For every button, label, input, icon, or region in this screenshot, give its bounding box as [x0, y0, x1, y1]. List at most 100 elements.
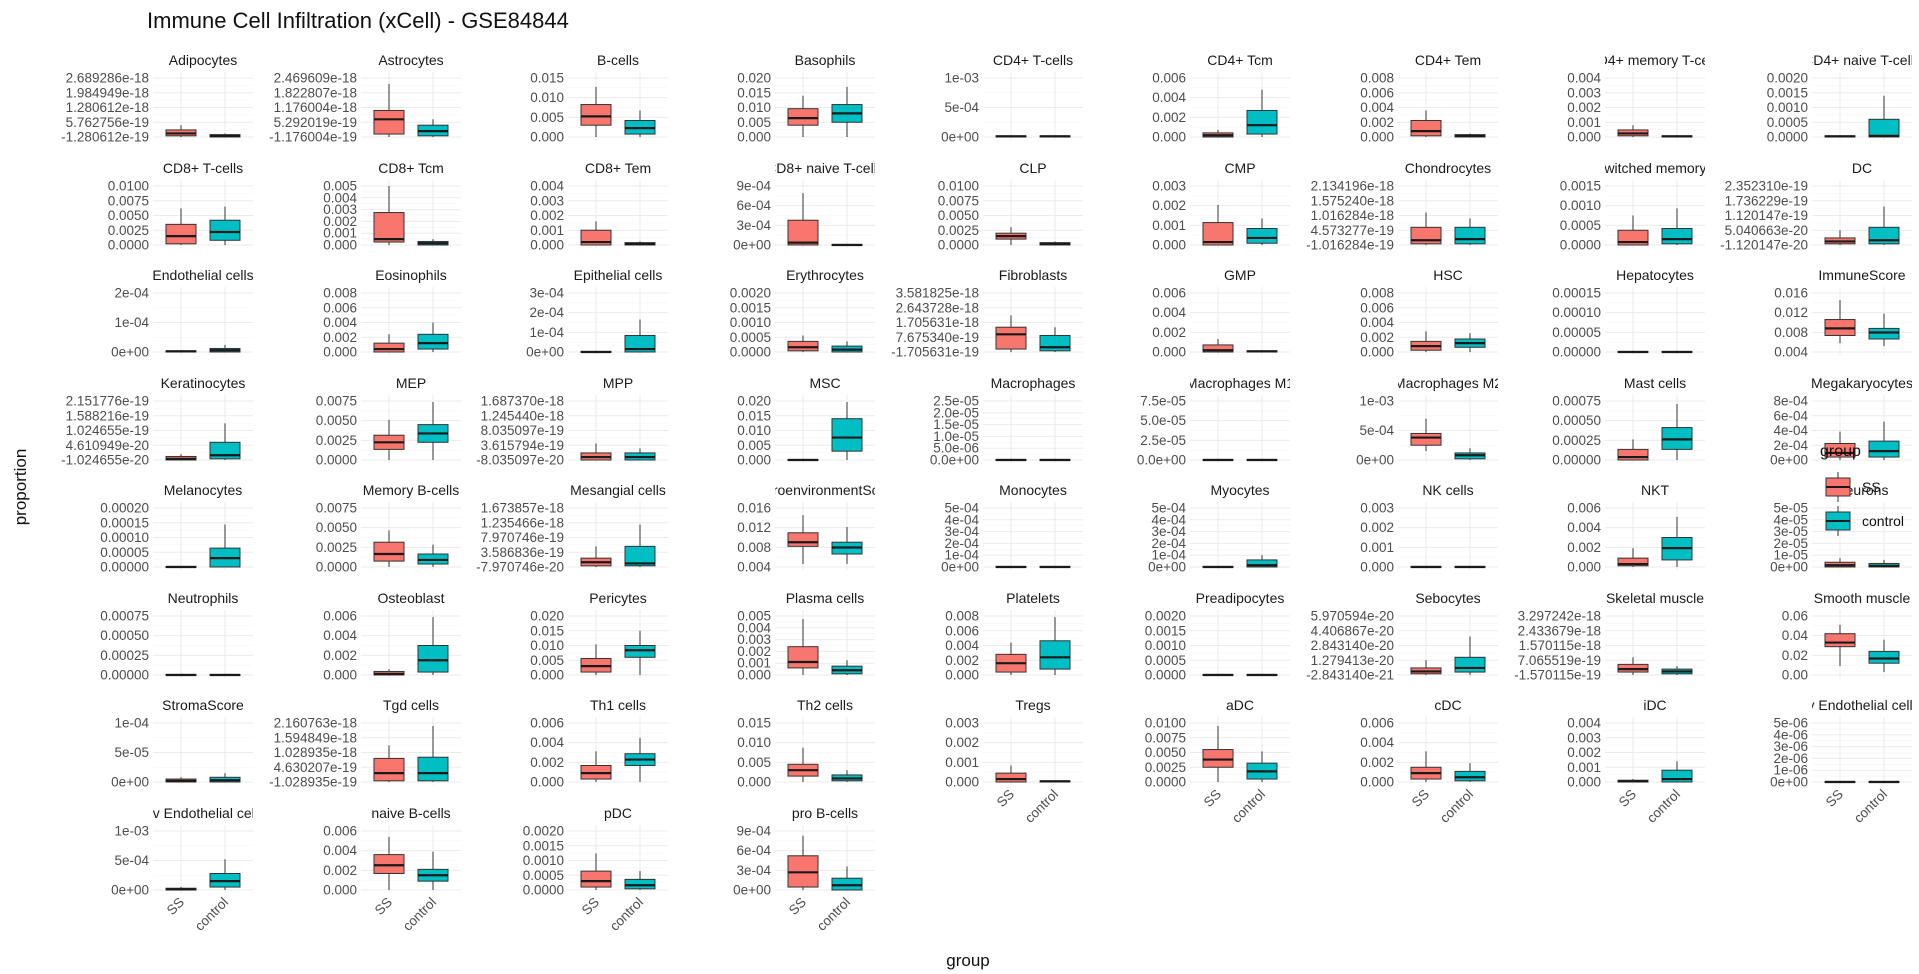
y-tick-label: 0.008	[737, 540, 771, 555]
box-ss	[580, 751, 612, 782]
box-ss	[1617, 439, 1649, 461]
strip-label: CD4+ T-cells	[993, 52, 1073, 68]
y-tick-label: 3e-04	[1151, 524, 1186, 539]
box-control	[1868, 780, 1900, 784]
y-tick-label: 0.006	[945, 623, 979, 638]
strip-label: Epithelial cells	[574, 267, 663, 283]
y-tick-label: 9e-04	[736, 179, 771, 194]
y-tick-label: 5e-04	[944, 100, 979, 115]
strip-label: Myocytes	[1210, 482, 1269, 498]
y-tick-label: 0.004	[1360, 735, 1394, 750]
strip-label: Chondrocytes	[1405, 160, 1491, 176]
y-tick-label: 0e+00	[733, 238, 771, 253]
box-control	[209, 524, 241, 568]
box-body	[580, 104, 612, 126]
y-tick-label: 0.0005	[1145, 653, 1186, 668]
y-tick-label: 0.001	[323, 226, 357, 241]
panel-chondrocytes: Chondrocytes -1.016284e-194.573277e-191.0…	[1306, 160, 1498, 253]
x-tick-label: SS	[1616, 787, 1639, 810]
y-tick-label: 0.00010	[1552, 305, 1601, 320]
y-tick-label: 0.002	[530, 208, 564, 223]
y-tick-label: 1e-04	[529, 325, 564, 340]
y-tick-label: 0.012	[737, 520, 771, 535]
y-tick-label: 0.010	[737, 423, 771, 438]
y-tick-label: 0.0000	[316, 560, 357, 575]
box-ss	[1410, 110, 1442, 137]
panel-ly-endothelial-cells: ly Endothelial cells 0e+001e-062e-063e-06…	[1770, 697, 1912, 826]
x-tick-label: control	[192, 895, 231, 934]
panel-keratinocytes: Keratinocytes-1.024655e-204.610949e-201.…	[61, 375, 253, 468]
y-tick-label: 0e+00	[1770, 560, 1808, 575]
y-tick-label: 0.0010	[730, 315, 771, 330]
box-ss	[787, 335, 819, 352]
box-body	[417, 645, 449, 673]
panel-class-switched-memory-b-cells: Class-switched memory B-cells 0.0000 0.000…	[1560, 160, 1705, 253]
strip-label: Monocytes	[999, 482, 1067, 498]
y-tick-label: 0.0000	[108, 238, 149, 253]
box-control	[417, 402, 449, 460]
y-tick-label: 0.0015	[730, 300, 771, 315]
y-tick-label: 1.120147e-19	[1725, 208, 1808, 223]
box-ss	[1202, 204, 1234, 246]
box-body	[624, 334, 656, 353]
strip-label: iDC	[1643, 697, 1666, 713]
box-control	[209, 206, 241, 245]
box-body	[209, 219, 241, 241]
y-tick-label: 0.000	[1567, 560, 1601, 575]
y-tick-label: 1.705631e-18	[896, 315, 979, 330]
y-tick-label: 0.002	[1360, 115, 1394, 130]
y-tick-label: 5e-06	[1773, 716, 1808, 731]
strip-label: Erythrocytes	[786, 267, 864, 283]
box-control	[1246, 89, 1278, 137]
strip-label: Keratinocytes	[161, 375, 246, 391]
y-tick-label: 0.0020	[1767, 71, 1808, 86]
box-ss	[580, 546, 612, 567]
box-body	[787, 532, 819, 547]
box-ss	[995, 315, 1027, 352]
box-control	[1661, 403, 1693, 460]
y-tick-label: 0.003	[530, 193, 564, 208]
panel-endothelial-cells: Endothelial cells 0e+00 1e-04 2e-04	[111, 267, 253, 360]
strip-label: Platelets	[1006, 590, 1060, 606]
x-tick-label: SS	[1409, 787, 1432, 810]
box-control	[624, 319, 656, 353]
y-tick-label: 0.002	[945, 735, 979, 750]
box-ss	[165, 887, 197, 891]
box-body	[787, 108, 819, 126]
box-body	[787, 646, 819, 669]
y-tick-label: 1e-03	[114, 824, 149, 839]
y-tick-label: 6e-04	[736, 843, 771, 858]
strip-label: CLP	[1019, 160, 1046, 176]
y-tick-label: 0.008	[1360, 286, 1394, 301]
y-tick-label: 1.570115e-18	[1519, 638, 1601, 653]
strip-label: MicroenvironmentScore	[751, 482, 899, 498]
box-control	[417, 725, 449, 782]
box-ss	[995, 565, 1027, 569]
strip-label: Basophils	[795, 52, 856, 68]
y-tick-label: 2e-04	[1151, 536, 1186, 551]
strip-label: Melanocytes	[164, 482, 243, 498]
y-tick-label: 1e-03	[944, 71, 979, 86]
strip-label: pDC	[604, 805, 632, 821]
panel-cd4-naive-t-cells: CD4+ naive T-cells0.00000.00050.00100.00…	[1767, 52, 1912, 145]
y-tick-label: 0.015	[737, 408, 771, 423]
strip-label: ImmuneScore	[1818, 267, 1905, 283]
panel-astrocytes: Astrocytes -1.176004e-195.292019e-191.176…	[269, 52, 461, 145]
y-tick-label: 0.002	[323, 648, 357, 663]
box-body	[787, 219, 819, 246]
box-control	[1454, 565, 1486, 569]
y-tick-label: -1.570115e-19	[1514, 668, 1601, 683]
y-tick-label: 0e+00	[1770, 775, 1808, 790]
y-tick-label: 0.0005	[1560, 218, 1601, 233]
box-control	[1868, 559, 1900, 568]
y-tick-label: 0.0020	[1145, 609, 1186, 624]
y-tick-label: 0.0010	[523, 853, 564, 868]
y-tick-label: 0.002	[1152, 198, 1186, 213]
y-tick-label: 0.000	[530, 130, 564, 145]
y-tick-label: 5e-04	[1359, 423, 1394, 438]
y-tick-label: 0.008	[1774, 325, 1808, 340]
y-tick-label: 0.000	[945, 775, 979, 790]
